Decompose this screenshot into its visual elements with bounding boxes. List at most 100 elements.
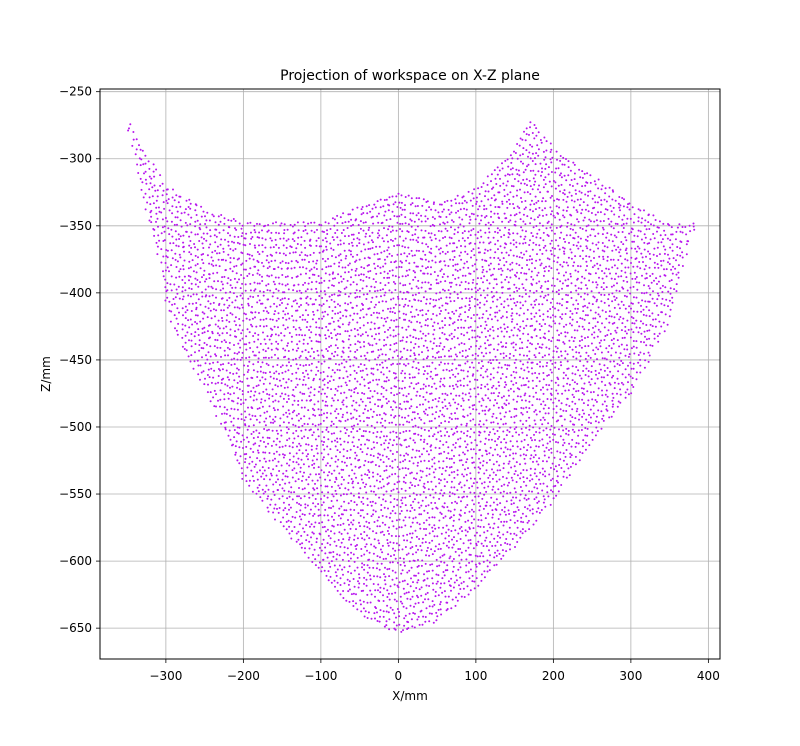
scatter-point: [258, 384, 260, 386]
scatter-point: [479, 288, 481, 290]
scatter-point: [287, 313, 289, 315]
scatter-point: [337, 582, 339, 584]
scatter-point: [416, 619, 418, 621]
scatter-point: [392, 561, 394, 563]
scatter-point: [450, 578, 452, 580]
scatter-point: [429, 612, 431, 614]
scatter-point: [353, 391, 355, 393]
scatter-point: [237, 382, 239, 384]
scatter-point: [249, 222, 251, 224]
scatter-point: [328, 562, 330, 564]
scatter-point: [404, 377, 406, 379]
scatter-point: [198, 350, 200, 352]
scatter-point: [274, 458, 276, 460]
scatter-point: [510, 440, 512, 442]
scatter-point: [440, 378, 442, 380]
scatter-point: [385, 344, 387, 346]
scatter-point: [480, 219, 482, 221]
scatter-point: [485, 491, 487, 493]
scatter-point: [442, 555, 444, 557]
scatter-point: [184, 289, 186, 291]
scatter-point: [358, 573, 360, 575]
scatter-point: [493, 268, 495, 270]
scatter-point: [340, 420, 342, 422]
scatter-point: [403, 348, 405, 350]
scatter-point: [494, 449, 496, 451]
scatter-point: [160, 262, 162, 264]
scatter-point: [485, 347, 487, 349]
scatter-point: [282, 446, 284, 448]
scatter-point: [444, 280, 446, 282]
scatter-point: [474, 298, 476, 300]
scatter-point: [304, 247, 306, 249]
scatter-point: [201, 356, 203, 358]
scatter-point: [213, 405, 215, 407]
scatter-point: [404, 284, 406, 286]
scatter-point: [342, 399, 344, 401]
scatter-point: [477, 231, 479, 233]
scatter-point: [377, 540, 379, 542]
scatter-point: [452, 398, 454, 400]
scatter-point: [361, 562, 363, 564]
scatter-point: [473, 188, 475, 190]
scatter-point: [484, 540, 486, 542]
scatter-point: [297, 539, 299, 541]
scatter-point: [417, 596, 419, 598]
scatter-point: [429, 532, 431, 534]
scatter-point: [358, 459, 360, 461]
scatter-point: [379, 267, 381, 269]
scatter-point: [383, 573, 385, 575]
scatter-point: [272, 319, 274, 321]
scatter-point: [368, 559, 370, 561]
scatter-point: [242, 352, 244, 354]
scatter-point: [227, 385, 229, 387]
scatter-point: [425, 497, 427, 499]
scatter-point: [477, 299, 479, 301]
scatter-point: [375, 502, 377, 504]
scatter-point: [337, 569, 339, 571]
scatter-point: [422, 624, 424, 626]
scatter-point: [235, 265, 237, 267]
scatter-point: [502, 476, 504, 478]
scatter-point: [179, 254, 181, 256]
scatter-point: [269, 479, 271, 481]
scatter-point: [441, 332, 443, 334]
scatter-point: [427, 356, 429, 358]
scatter-point: [496, 444, 498, 446]
scatter-point: [471, 485, 473, 487]
scatter-point: [315, 498, 317, 500]
scatter-point: [468, 594, 470, 596]
scatter-point: [350, 329, 352, 331]
scatter-point: [321, 550, 323, 552]
scatter-point: [467, 361, 469, 363]
scatter-point: [472, 248, 474, 250]
scatter-point: [342, 323, 344, 325]
scatter-point: [371, 344, 373, 346]
scatter-point: [229, 387, 231, 389]
scatter-point: [451, 486, 453, 488]
scatter-point: [196, 214, 198, 216]
scatter-point: [465, 356, 467, 358]
scatter-point: [361, 392, 363, 394]
scatter-point: [432, 216, 434, 218]
scatter-point: [434, 305, 436, 307]
scatter-point: [173, 284, 175, 286]
scatter-point: [275, 481, 277, 483]
scatter-point: [303, 531, 305, 533]
scatter-point: [279, 454, 281, 456]
scatter-point: [212, 396, 214, 398]
scatter-point: [471, 442, 473, 444]
scatter-point: [288, 428, 290, 430]
scatter-point: [284, 356, 286, 358]
scatter-point: [163, 208, 165, 210]
scatter-point: [292, 289, 294, 291]
scatter-point: [449, 370, 451, 372]
scatter-point: [471, 515, 473, 517]
scatter-point: [468, 191, 470, 193]
scatter-point: [464, 440, 466, 442]
scatter-point: [493, 421, 495, 423]
scatter-point: [319, 533, 321, 535]
scatter-point: [460, 424, 462, 426]
scatter-point: [446, 602, 448, 604]
scatter-point: [371, 448, 373, 450]
